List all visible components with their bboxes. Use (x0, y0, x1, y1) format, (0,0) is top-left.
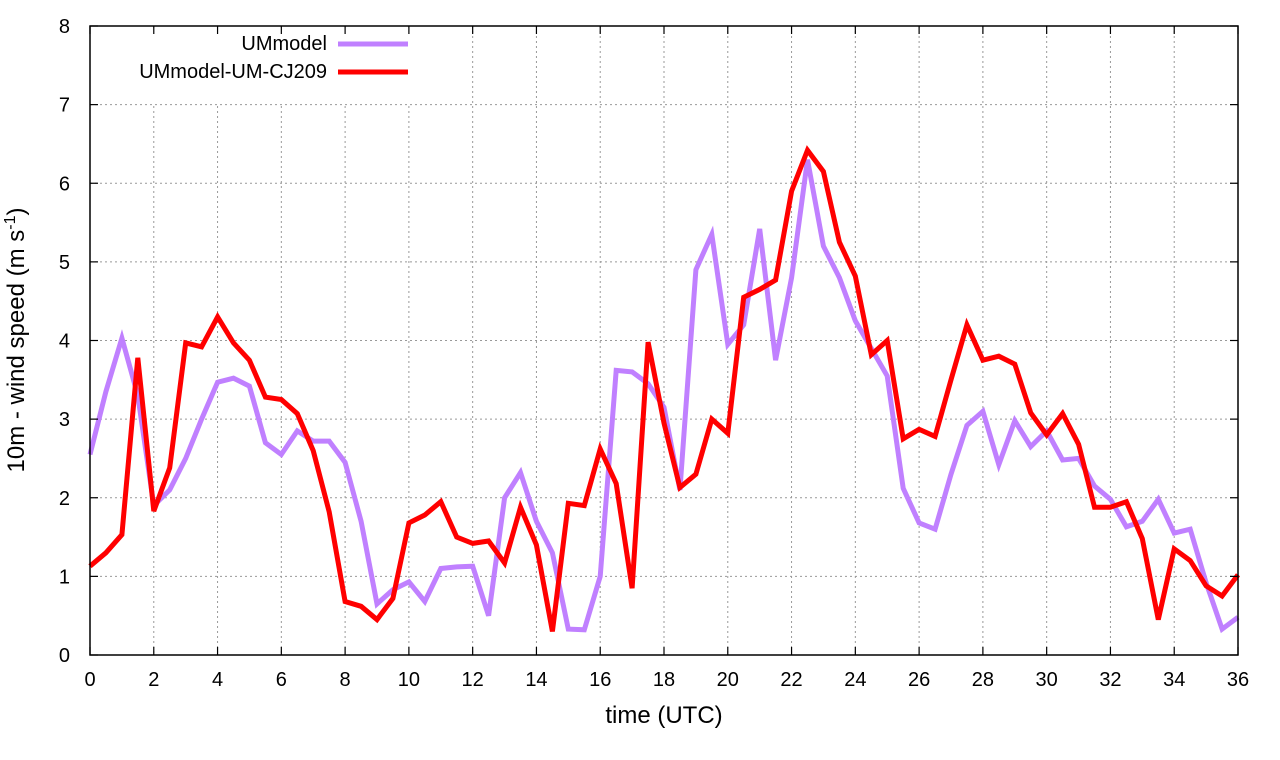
x-axis-label: time (UTC) (605, 702, 722, 729)
x-tick-label: 12 (462, 669, 484, 691)
x-tick-label: 22 (780, 669, 802, 691)
x-tick-label: 36 (1227, 669, 1249, 691)
legend-label-0: UMmodel (241, 33, 327, 55)
legend: UMmodel UMmodel-UM-CJ209 (92, 28, 420, 104)
x-tick-label: 18 (653, 669, 675, 691)
series-group (87, 145, 1240, 634)
x-tick-label: 28 (972, 669, 994, 691)
legend-background (92, 28, 420, 104)
x-tick-label: 6 (276, 669, 287, 691)
grid (90, 26, 1238, 655)
y-tick-label: 1 (59, 566, 70, 588)
x-tick-label: 14 (525, 669, 547, 691)
x-tick-label: 16 (589, 669, 611, 691)
y-axis-label: 10m - wind speed (m s-1) (2, 208, 30, 473)
x-tick-label: 24 (844, 669, 866, 691)
x-tick-label: 34 (1163, 669, 1185, 691)
y-tick-label: 0 (59, 645, 70, 667)
y-tick-label: 8 (59, 16, 70, 38)
y-axis-label-main: 10m - wind speed (m s (3, 230, 30, 473)
y-axis-label-sup: -1 (2, 215, 19, 229)
y-tick-label: 3 (59, 409, 70, 431)
x-tick-label: 10 (398, 669, 420, 691)
y-axis-label-end: ) (3, 208, 30, 216)
x-tick-label: 32 (1099, 669, 1121, 691)
axes: 0 2 4 6 8 10 12 14 16 18 20 22 24 26 28 30 32 34 360123456… (59, 16, 1249, 691)
y-tick-label: 4 (59, 331, 70, 353)
y-tick-label: 7 (59, 95, 70, 117)
legend-label-1: UMmodel-UM-CJ209 (139, 61, 327, 83)
x-tick-label: 26 (908, 669, 930, 691)
y-tick-label: 6 (59, 173, 70, 195)
x-tick-label: 2 (148, 669, 159, 691)
x-tick-label: 20 (717, 669, 739, 691)
x-tick-label: 30 (1036, 669, 1058, 691)
x-tick-label: 4 (212, 669, 223, 691)
y-tick-label: 5 (59, 252, 70, 274)
x-tick-label: 0 (84, 669, 95, 691)
y-tick-label: 2 (59, 488, 70, 510)
x-tick-label: 8 (340, 669, 351, 691)
